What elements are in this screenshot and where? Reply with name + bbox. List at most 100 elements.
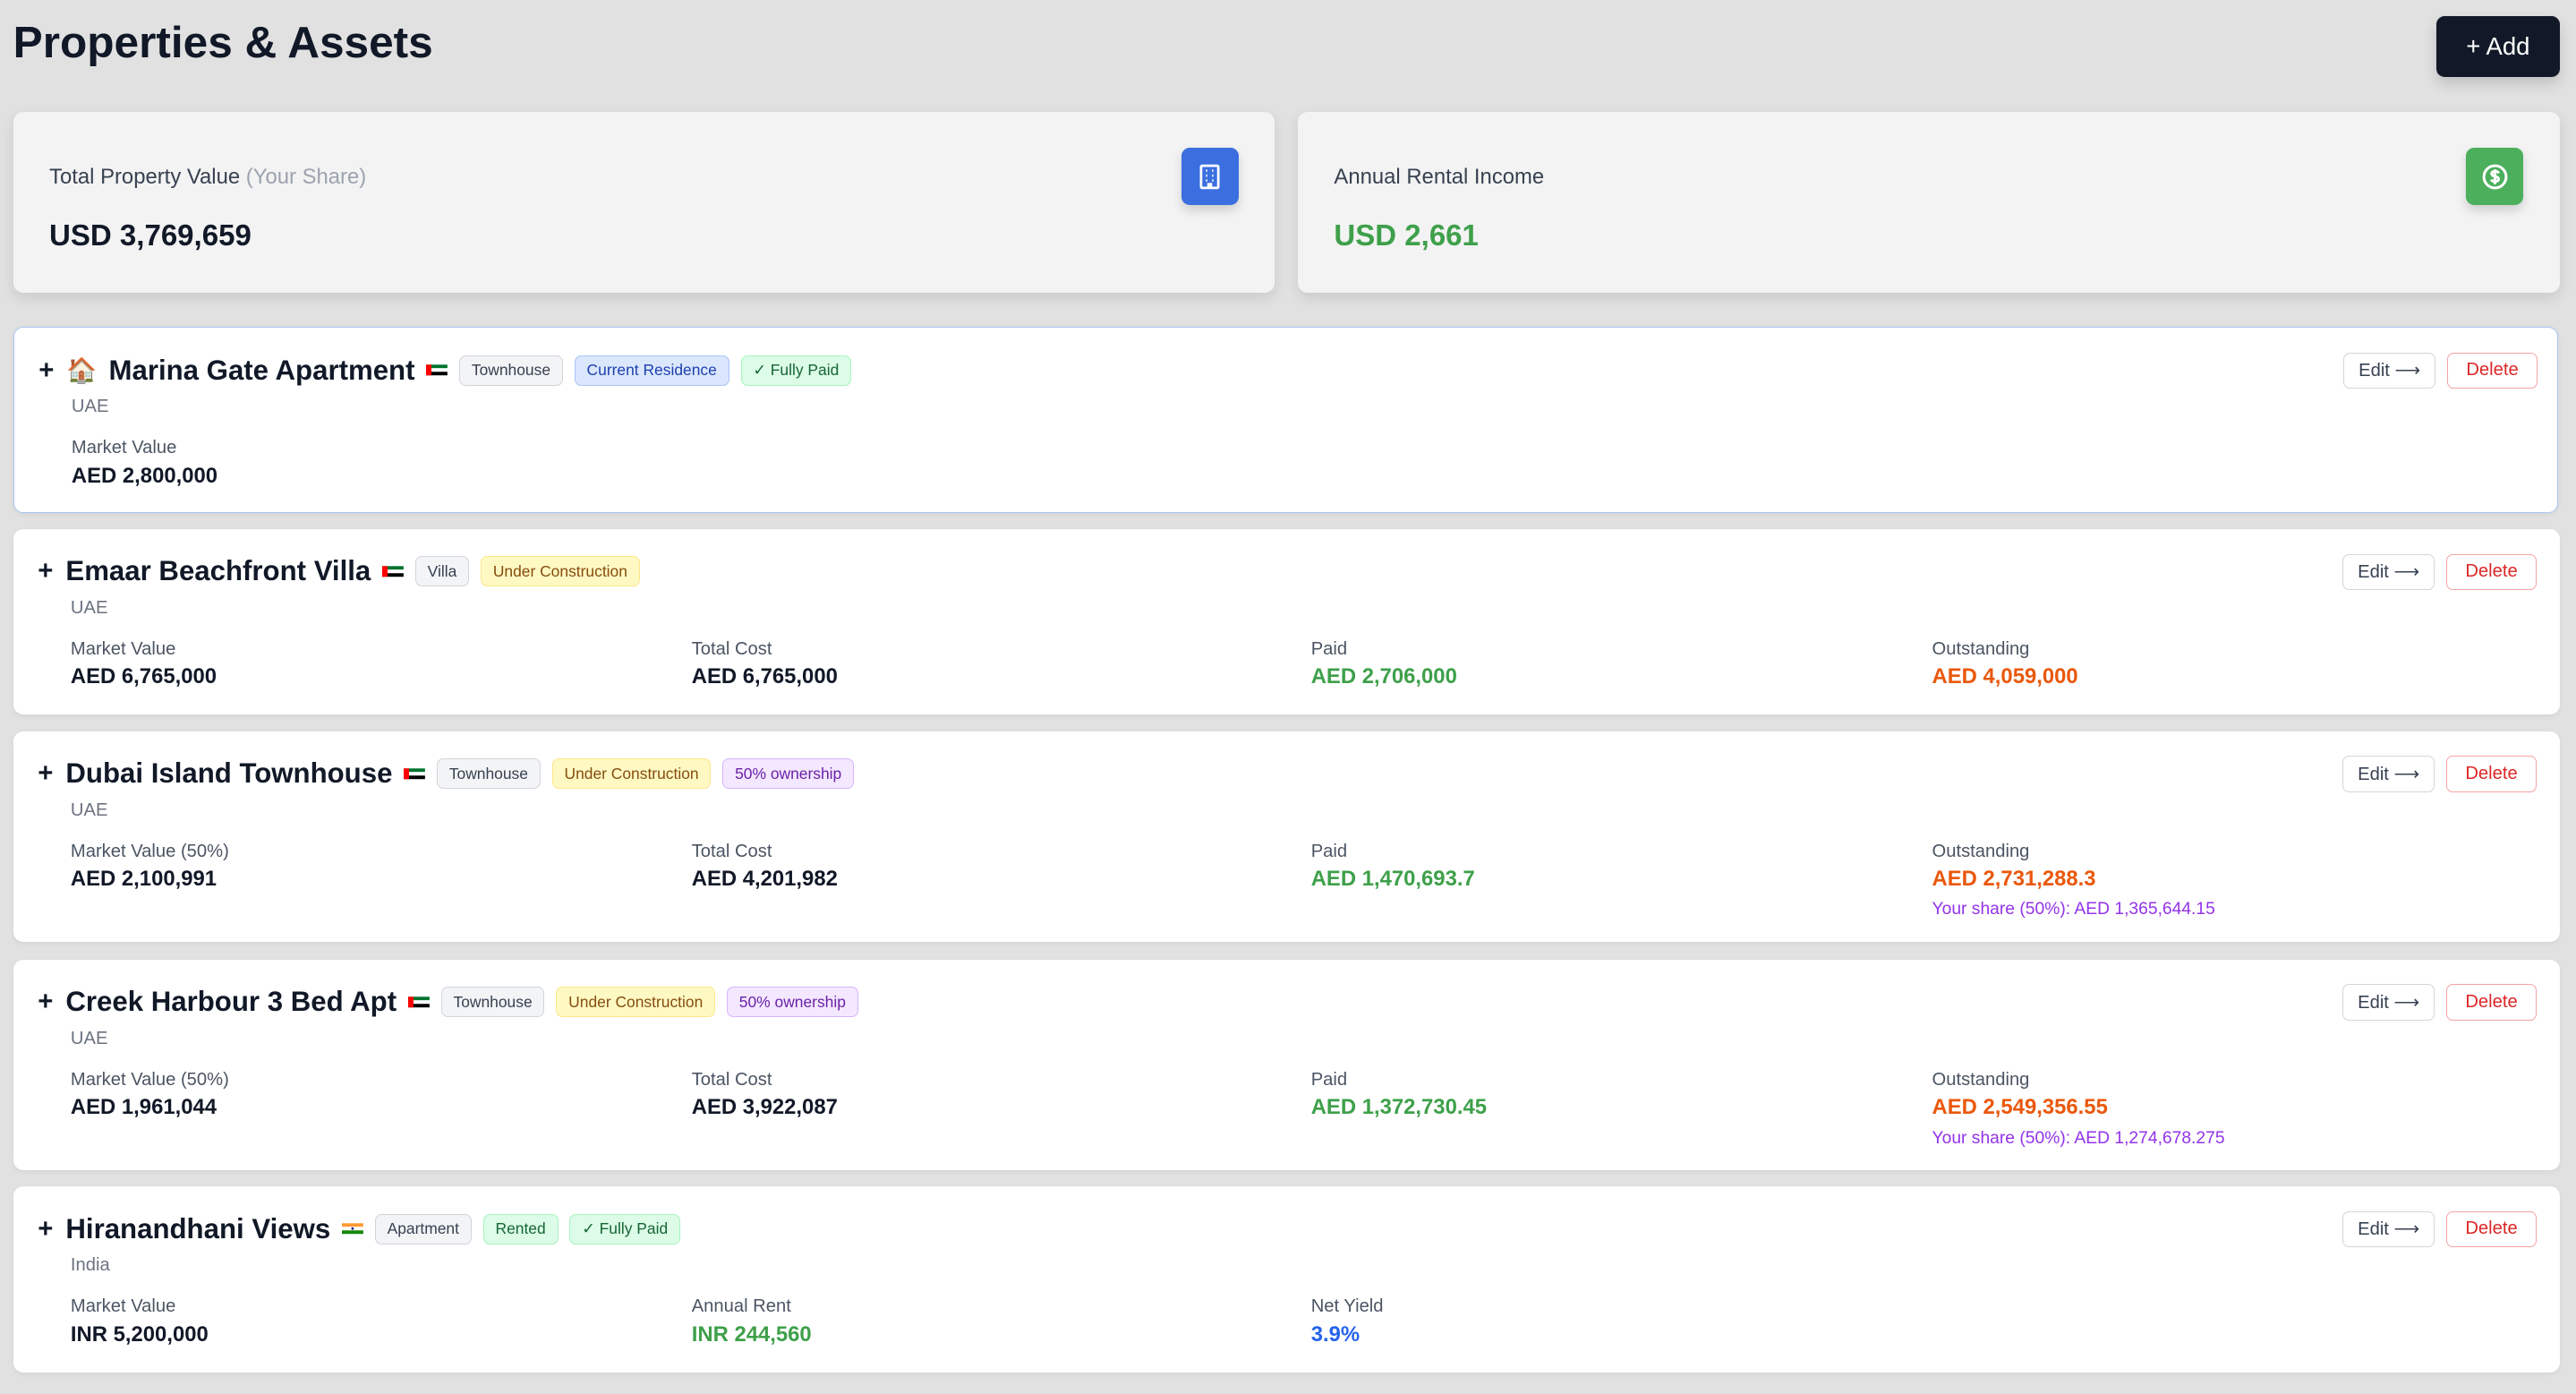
property-badge: ✓ Fully Paid: [740, 355, 852, 386]
property-field: Market Value AED 2,800,000: [72, 438, 218, 489]
property-badge: Apartment: [374, 1213, 472, 1244]
property-country: UAE: [70, 1029, 108, 1048]
field-value: AED 2,549,356.55: [1932, 1095, 2108, 1120]
property-field: Total Cost AED 3,922,087: [692, 1070, 838, 1121]
edit-button[interactable]: Edit ⟶: [2342, 1210, 2435, 1248]
property-field: Market Value INR 5,200,000: [71, 1296, 209, 1347]
field-value: AED 2,706,000: [1310, 664, 1457, 689]
property-badge: Under Construction: [556, 987, 716, 1018]
label-muted: (Your Share): [245, 164, 367, 189]
property-country: India: [70, 1255, 110, 1276]
delete-button[interactable]: Delete: [2446, 553, 2537, 590]
uae-flag-icon: [407, 996, 430, 1008]
property-badge: 50% ownership: [726, 987, 858, 1018]
your-share-note: Your share (50%): AED 1,365,644.15: [1932, 900, 2215, 919]
property-name: Dubai Island Townhouse: [65, 757, 393, 790]
field-value: AED 2,800,000: [71, 463, 218, 488]
field-label: Paid: [1310, 638, 1348, 659]
property-badge: 50% ownership: [722, 758, 855, 790]
property-badge: Current Residence: [574, 355, 729, 386]
your-share-note: Your share (50%): AED 1,274,678.275: [1932, 1128, 2225, 1148]
summary-label: Annual Rental Income: [1334, 164, 1545, 189]
field-label: Outstanding: [1932, 638, 2030, 659]
property-badge: Townhouse: [436, 758, 541, 790]
field-label: Annual Rent: [691, 1296, 791, 1317]
expand-icon[interactable]: +: [38, 556, 54, 586]
annual-rental-income-card: Annual Rental Income USD 2,661: [1298, 111, 2560, 293]
field-label: Total Cost: [691, 638, 772, 659]
summary-label: Total Property Value (Your Share): [49, 165, 366, 190]
property-name: Hiranandhani Views: [65, 1212, 331, 1244]
field-label: Net Yield: [1310, 1296, 1384, 1317]
property-badge: Under Construction: [480, 556, 640, 587]
property-name: Emaar Beachfront Villa: [65, 555, 371, 587]
expand-icon[interactable]: +: [38, 987, 54, 1017]
property-field: Market Value (50%) AED 2,100,991: [71, 842, 229, 893]
delete-button[interactable]: Delete: [2446, 756, 2537, 792]
field-label: Paid: [1310, 841, 1348, 861]
property-header: + Hiranandhani Views Apartment Rented ✓ Fu…: [38, 1213, 680, 1245]
field-value: AED 1,470,693.7: [1310, 867, 1475, 892]
property-card[interactable]: + Creek Harbour 3 Bed Apt Townhouse Under…: [13, 959, 2560, 1170]
edit-button[interactable]: Edit ⟶: [2342, 553, 2435, 590]
property-country: UAE: [70, 598, 108, 619]
property-badge: Townhouse: [440, 987, 545, 1018]
field-label: Total Cost: [691, 841, 772, 861]
property-card[interactable]: + Dubai Island Townhouse Townhouse Under …: [13, 731, 2560, 942]
property-field: Outstanding AED 2,549,356.55 Your share …: [1932, 1070, 2225, 1149]
property-header: + Creek Harbour 3 Bed Apt Townhouse Under…: [38, 986, 858, 1018]
expand-icon[interactable]: +: [38, 355, 55, 385]
property-field: Market Value (50%) AED 1,961,044: [71, 1070, 229, 1121]
field-value: AED 3,922,087: [691, 1095, 838, 1120]
property-country: UAE: [71, 397, 109, 417]
property-field: Net Yield 3.9%: [1311, 1296, 1384, 1347]
edit-button[interactable]: Edit ⟶: [2342, 984, 2435, 1021]
field-value: AED 6,765,000: [691, 664, 838, 689]
field-label: Outstanding: [1932, 1069, 2030, 1090]
field-label: Total Cost: [691, 1069, 772, 1090]
field-value: AED 1,372,730.45: [1310, 1095, 1488, 1120]
dollar-circle-icon: [2466, 148, 2524, 206]
building-icon: [1181, 148, 1239, 206]
edit-button[interactable]: Edit ⟶: [2342, 756, 2435, 792]
edit-button[interactable]: Edit ⟶: [2343, 352, 2436, 389]
field-value: AED 4,059,000: [1932, 664, 2078, 689]
uae-flag-icon: [404, 768, 426, 780]
field-label: Paid: [1310, 1069, 1348, 1090]
property-card[interactable]: + Hiranandhani Views Apartment Rented ✓ Fu…: [13, 1186, 2560, 1373]
field-value: AED 2,100,991: [70, 867, 218, 892]
property-name: Marina Gate Apartment: [108, 354, 415, 386]
property-field: Total Cost AED 6,765,000: [692, 639, 838, 690]
field-value: INR 244,560: [691, 1321, 812, 1347]
property-field: Market Value AED 6,765,000: [71, 639, 217, 690]
property-header: + Dubai Island Townhouse Townhouse Under …: [38, 757, 855, 790]
field-value: AED 2,731,288.3: [1932, 867, 2096, 892]
uae-flag-icon: [382, 566, 404, 577]
property-header: + 🏠 Marina Gate Apartment Townhouse Curre…: [38, 354, 852, 387]
page-title: Properties & Assets: [13, 17, 433, 68]
label-text: Total Property Value: [49, 164, 241, 189]
property-badge: Villa: [414, 556, 470, 587]
delete-button[interactable]: Delete: [2446, 984, 2537, 1021]
expand-icon[interactable]: +: [38, 1213, 54, 1244]
property-card[interactable]: + Emaar Beachfront Villa Villa Under Cons…: [13, 529, 2560, 715]
uae-flag-icon: [426, 364, 448, 376]
property-badge: Townhouse: [459, 355, 563, 386]
delete-button[interactable]: Delete: [2446, 1210, 2537, 1248]
property-country: UAE: [70, 800, 108, 820]
delete-button[interactable]: Delete: [2447, 352, 2538, 389]
field-label: Market Value (50%): [70, 841, 229, 861]
field-value: AED 6,765,000: [70, 664, 218, 689]
property-field: Paid AED 1,470,693.7: [1311, 842, 1475, 893]
property-badge: ✓ Fully Paid: [569, 1213, 680, 1244]
field-label: Market Value (50%): [70, 1069, 229, 1090]
field-label: Outstanding: [1932, 841, 2030, 861]
property-field: Paid AED 1,372,730.45: [1311, 1070, 1487, 1121]
property-card[interactable]: + 🏠 Marina Gate Apartment Townhouse Curre…: [13, 327, 2559, 513]
field-value: AED 4,201,982: [691, 867, 838, 892]
property-badge: Rented: [482, 1213, 559, 1244]
property-field: Paid AED 2,706,000: [1311, 639, 1457, 690]
field-value: 3.9%: [1310, 1321, 1361, 1347]
expand-icon[interactable]: +: [38, 758, 54, 789]
add-button[interactable]: + Add: [2436, 16, 2560, 78]
